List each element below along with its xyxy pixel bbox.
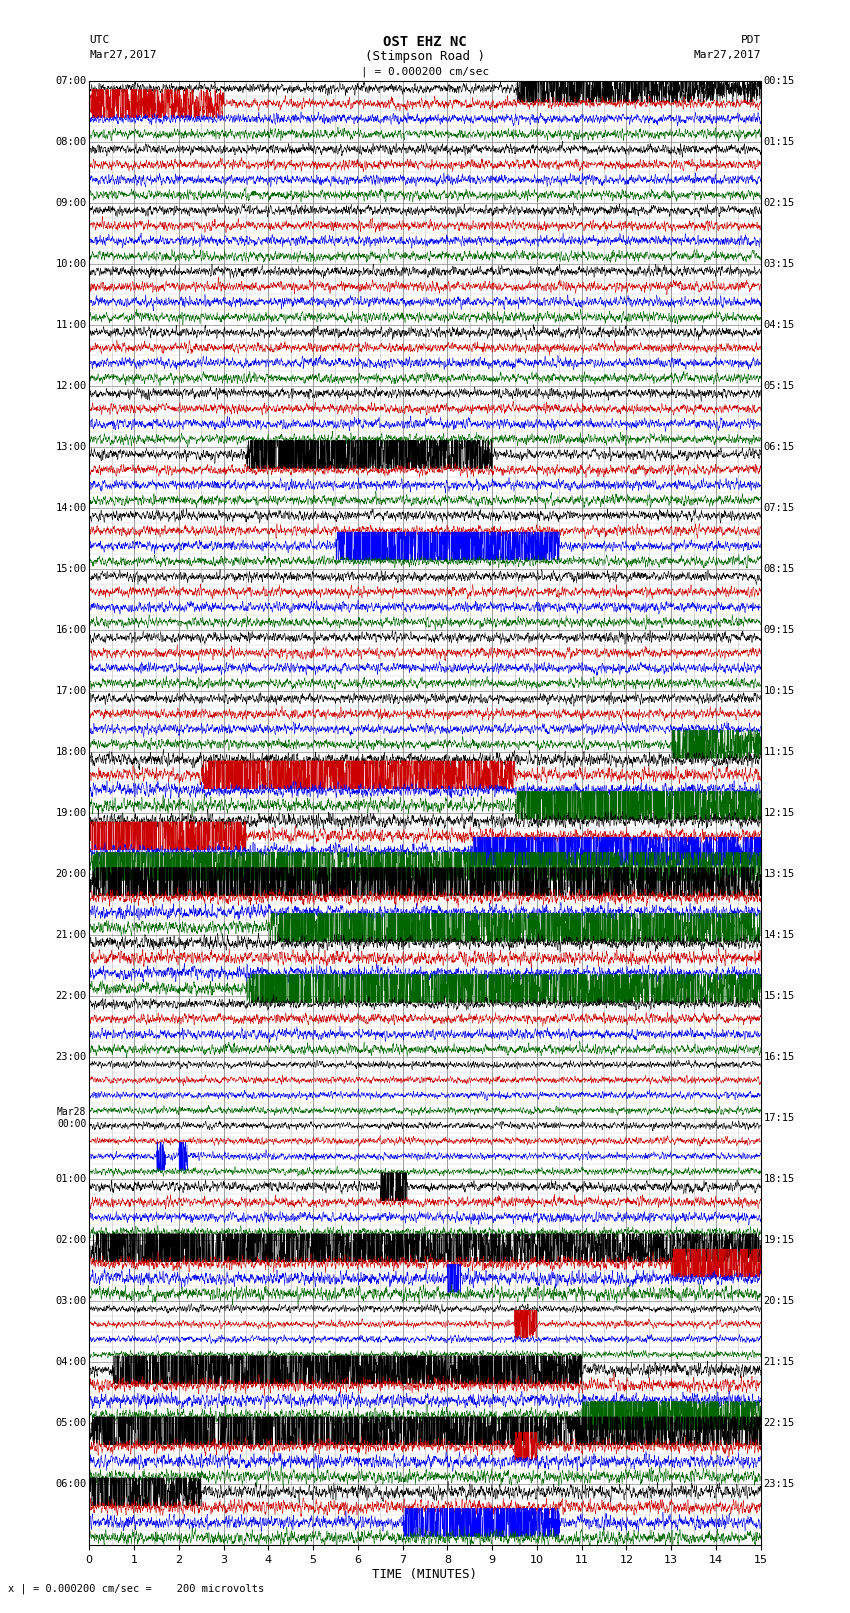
Text: 21:00: 21:00: [55, 931, 87, 940]
Text: Mar27,2017: Mar27,2017: [694, 50, 761, 60]
Text: 10:00: 10:00: [55, 258, 87, 269]
Text: OST EHZ NC: OST EHZ NC: [383, 35, 467, 50]
Text: 04:15: 04:15: [763, 319, 795, 329]
Text: 06:00: 06:00: [55, 1479, 87, 1489]
Text: 15:00: 15:00: [55, 565, 87, 574]
Text: 18:15: 18:15: [763, 1174, 795, 1184]
Text: 08:15: 08:15: [763, 565, 795, 574]
Text: 09:00: 09:00: [55, 198, 87, 208]
Text: 00:15: 00:15: [763, 76, 795, 85]
Text: 19:15: 19:15: [763, 1236, 795, 1245]
Text: Mar27,2017: Mar27,2017: [89, 50, 156, 60]
Text: 11:15: 11:15: [763, 747, 795, 756]
Text: 09:15: 09:15: [763, 624, 795, 636]
Text: 13:00: 13:00: [55, 442, 87, 452]
Text: 01:15: 01:15: [763, 137, 795, 147]
Text: 07:15: 07:15: [763, 503, 795, 513]
Text: 20:15: 20:15: [763, 1297, 795, 1307]
Text: 14:15: 14:15: [763, 931, 795, 940]
Text: 18:00: 18:00: [55, 747, 87, 756]
Text: 02:00: 02:00: [55, 1236, 87, 1245]
X-axis label: TIME (MINUTES): TIME (MINUTES): [372, 1568, 478, 1581]
Text: 13:15: 13:15: [763, 869, 795, 879]
Text: 22:00: 22:00: [55, 990, 87, 1002]
Text: Mar28: Mar28: [57, 1107, 87, 1116]
Text: 00:00: 00:00: [57, 1119, 87, 1129]
Text: 04:00: 04:00: [55, 1357, 87, 1368]
Text: 03:00: 03:00: [55, 1297, 87, 1307]
Text: 16:15: 16:15: [763, 1052, 795, 1061]
Text: 02:15: 02:15: [763, 198, 795, 208]
Text: 23:15: 23:15: [763, 1479, 795, 1489]
Text: 08:00: 08:00: [55, 137, 87, 147]
Text: 11:00: 11:00: [55, 319, 87, 329]
Text: 12:15: 12:15: [763, 808, 795, 818]
Text: 10:15: 10:15: [763, 686, 795, 695]
Text: 20:00: 20:00: [55, 869, 87, 879]
Text: 07:00: 07:00: [55, 76, 87, 85]
Text: 17:00: 17:00: [55, 686, 87, 695]
Text: 17:15: 17:15: [763, 1113, 795, 1123]
Text: 05:00: 05:00: [55, 1418, 87, 1428]
Text: PDT: PDT: [740, 35, 761, 45]
Text: 23:00: 23:00: [55, 1052, 87, 1061]
Text: 15:15: 15:15: [763, 990, 795, 1002]
Text: 06:15: 06:15: [763, 442, 795, 452]
Text: 05:15: 05:15: [763, 381, 795, 390]
Text: 14:00: 14:00: [55, 503, 87, 513]
Text: 19:00: 19:00: [55, 808, 87, 818]
Text: 03:15: 03:15: [763, 258, 795, 269]
Text: 01:00: 01:00: [55, 1174, 87, 1184]
Text: | = 0.000200 cm/sec: | = 0.000200 cm/sec: [361, 66, 489, 77]
Text: 16:00: 16:00: [55, 624, 87, 636]
Text: 12:00: 12:00: [55, 381, 87, 390]
Text: (Stimpson Road ): (Stimpson Road ): [365, 50, 485, 63]
Text: x | = 0.000200 cm/sec =    200 microvolts: x | = 0.000200 cm/sec = 200 microvolts: [8, 1582, 264, 1594]
Text: 21:15: 21:15: [763, 1357, 795, 1368]
Text: 22:15: 22:15: [763, 1418, 795, 1428]
Text: UTC: UTC: [89, 35, 110, 45]
